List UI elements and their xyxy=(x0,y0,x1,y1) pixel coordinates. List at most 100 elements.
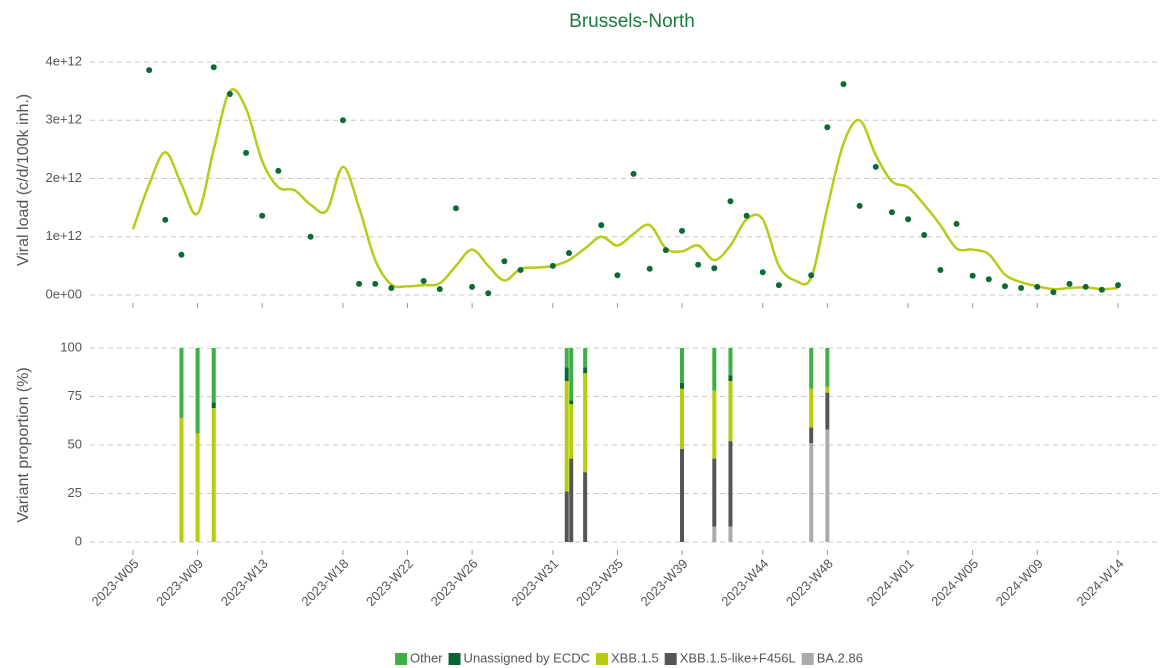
bar-segment xyxy=(583,348,588,368)
data-point xyxy=(695,261,702,268)
chart-title: Brussels-North xyxy=(569,11,695,32)
legend-label: Unassigned by ECDC xyxy=(464,650,590,665)
bar-segment xyxy=(728,375,733,381)
data-point xyxy=(921,232,928,239)
bar-segment xyxy=(583,373,588,473)
data-point xyxy=(598,222,605,229)
bar-segment xyxy=(680,388,685,449)
data-point xyxy=(501,258,508,265)
data-point xyxy=(759,269,766,276)
data-point xyxy=(824,124,831,131)
y-axis-title: Variant proportion (%) xyxy=(15,367,32,522)
data-point xyxy=(1115,282,1121,289)
x-tick-label: 2023-W44 xyxy=(718,556,771,609)
y-tick-label: 3e+12 xyxy=(45,112,82,127)
bar-segment xyxy=(712,348,717,391)
data-point xyxy=(775,282,782,289)
y-tick-label: 50 xyxy=(68,436,82,451)
x-tick-label: 2023-W26 xyxy=(428,556,481,609)
data-point xyxy=(1001,283,1008,290)
bar-segment xyxy=(583,472,588,542)
data-point xyxy=(1082,283,1089,290)
bar-segment xyxy=(712,390,717,459)
y-axis-title: Viral load (c/d/100k inh.) xyxy=(15,94,32,266)
x-tick-label: 2023-W39 xyxy=(638,556,691,609)
x-tick-label: 2023-W35 xyxy=(573,556,626,609)
data-point xyxy=(743,212,750,219)
data-point xyxy=(226,91,233,98)
data-point xyxy=(517,266,524,273)
data-point xyxy=(275,167,282,174)
data-point xyxy=(872,163,879,170)
x-tick-label: 2023-W22 xyxy=(363,556,416,609)
trend-line xyxy=(131,88,1119,291)
bar-segment xyxy=(179,417,184,542)
data-point xyxy=(808,272,815,279)
data-point xyxy=(162,216,169,223)
bar-segment xyxy=(564,491,569,542)
bar-segment xyxy=(825,386,830,393)
data-point xyxy=(905,216,912,223)
y-tick-label: 1e+12 xyxy=(45,228,82,243)
bar-segment xyxy=(583,367,588,374)
data-point xyxy=(565,250,572,257)
data-point xyxy=(711,265,718,272)
data-point xyxy=(307,233,314,240)
y-tick-label: 100 xyxy=(60,339,82,354)
data-point xyxy=(436,286,443,293)
bar-segment xyxy=(564,380,569,492)
data-point xyxy=(985,276,992,283)
data-point xyxy=(146,67,153,74)
bar-segment xyxy=(211,408,216,542)
x-tick-label: 2023-W18 xyxy=(298,556,351,609)
bar-segment xyxy=(569,348,574,401)
data-point xyxy=(178,251,185,258)
bar-segment xyxy=(825,429,830,542)
y-tick-label: 75 xyxy=(68,388,82,403)
data-point xyxy=(372,280,379,287)
data-point xyxy=(953,220,960,227)
legend-label: XBB.1.5 xyxy=(611,650,659,665)
bar-segment xyxy=(809,388,814,428)
x-tick-label: 2024-W09 xyxy=(993,556,1046,609)
data-point xyxy=(243,149,250,156)
data-point xyxy=(210,64,217,71)
bar-segment xyxy=(680,448,685,542)
bar-segment xyxy=(564,348,569,368)
bar-segment xyxy=(809,348,814,389)
bar-segment xyxy=(809,427,814,444)
legend-label: BA.2.86 xyxy=(817,650,863,665)
bar-segment xyxy=(569,400,574,405)
legend-swatch xyxy=(448,653,461,665)
bar-segment xyxy=(211,402,216,409)
bar-segment xyxy=(195,348,200,434)
data-point xyxy=(356,280,363,287)
data-point xyxy=(1018,285,1025,292)
y-tick-label: 0e+00 xyxy=(45,286,82,301)
legend-label: Other xyxy=(410,650,443,665)
data-point xyxy=(646,265,653,272)
legend-swatch xyxy=(664,653,677,665)
x-tick-label: 2024-W01 xyxy=(864,556,917,609)
legend-label: XBB.1.5-like+F456L xyxy=(680,650,796,665)
data-point xyxy=(888,209,895,216)
bar-segment xyxy=(728,441,733,527)
data-point xyxy=(339,117,346,124)
bar-segment xyxy=(680,382,685,389)
data-point xyxy=(388,285,395,292)
data-point xyxy=(1098,286,1105,293)
bar-segment xyxy=(569,458,574,542)
data-point xyxy=(469,283,476,290)
bar-segment xyxy=(179,348,184,418)
bar-segment xyxy=(211,348,216,403)
y-tick-label: 2e+12 xyxy=(45,170,82,185)
data-point xyxy=(856,202,863,209)
data-point xyxy=(1066,280,1073,287)
data-point xyxy=(420,278,427,285)
data-point xyxy=(937,266,944,273)
bar-segment xyxy=(728,348,733,376)
legend-swatch xyxy=(801,653,814,665)
bar-segment xyxy=(825,348,830,387)
x-tick-label: 2023-W05 xyxy=(89,556,142,609)
